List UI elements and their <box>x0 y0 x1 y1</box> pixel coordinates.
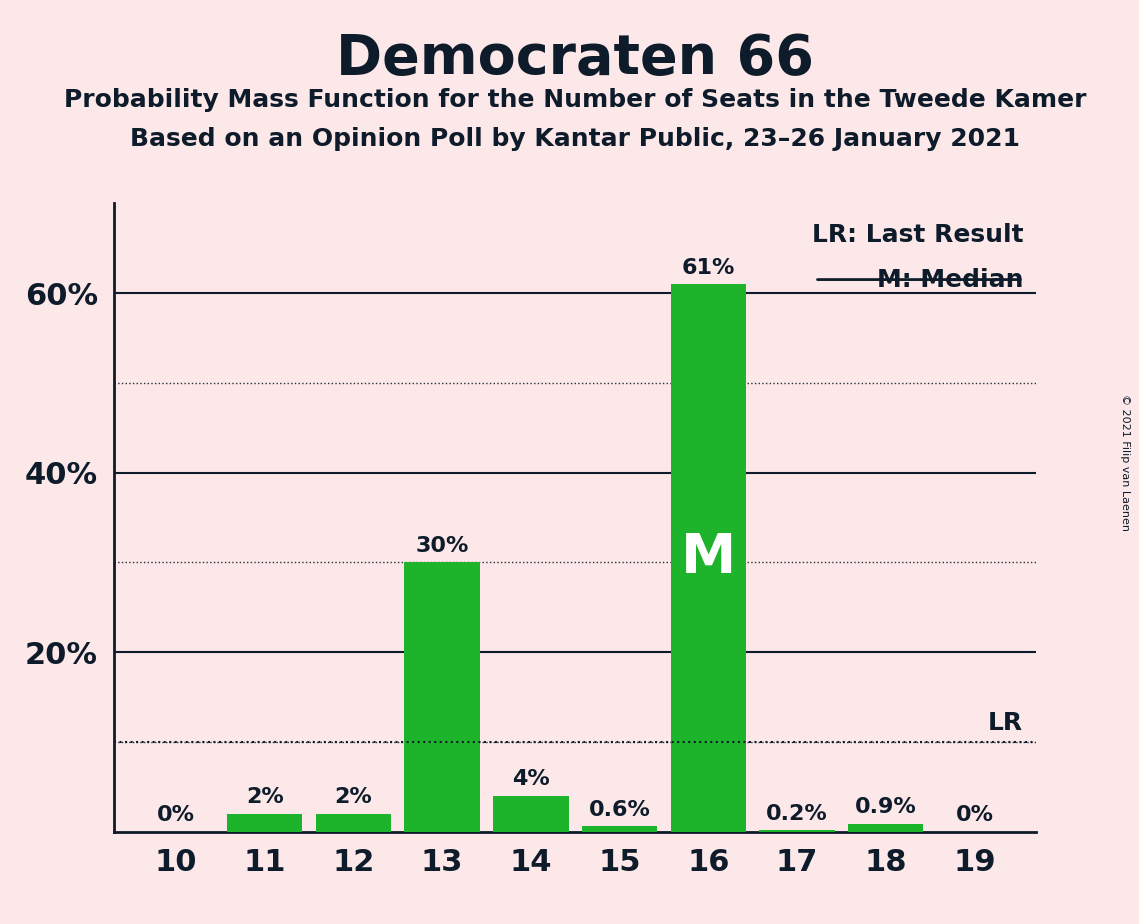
Text: Based on an Opinion Poll by Kantar Public, 23–26 January 2021: Based on an Opinion Poll by Kantar Publi… <box>130 127 1021 151</box>
Bar <box>582 826 657 832</box>
Text: M: M <box>681 530 736 585</box>
Bar <box>404 563 480 832</box>
Text: 61%: 61% <box>681 258 735 278</box>
Bar <box>493 796 568 832</box>
Text: 0.6%: 0.6% <box>589 800 650 820</box>
Bar <box>671 284 746 832</box>
Text: M: Median: M: Median <box>877 268 1023 292</box>
Text: 0%: 0% <box>956 806 993 825</box>
Text: 0%: 0% <box>157 806 195 825</box>
Text: 2%: 2% <box>335 787 372 808</box>
Text: Democraten 66: Democraten 66 <box>336 32 814 86</box>
Text: LR: LR <box>988 711 1023 735</box>
Bar <box>227 814 303 832</box>
Text: LR: Last Result: LR: Last Result <box>812 223 1023 247</box>
Bar <box>316 814 391 832</box>
Text: 4%: 4% <box>511 770 550 789</box>
Text: Probability Mass Function for the Number of Seats in the Tweede Kamer: Probability Mass Function for the Number… <box>64 88 1087 112</box>
Bar <box>760 830 835 832</box>
Text: 2%: 2% <box>246 787 284 808</box>
Bar <box>847 823 924 832</box>
Text: 30%: 30% <box>416 536 469 556</box>
Text: © 2021 Filip van Laenen: © 2021 Filip van Laenen <box>1121 394 1130 530</box>
Text: 0.2%: 0.2% <box>767 804 828 823</box>
Text: 0.9%: 0.9% <box>854 797 917 817</box>
